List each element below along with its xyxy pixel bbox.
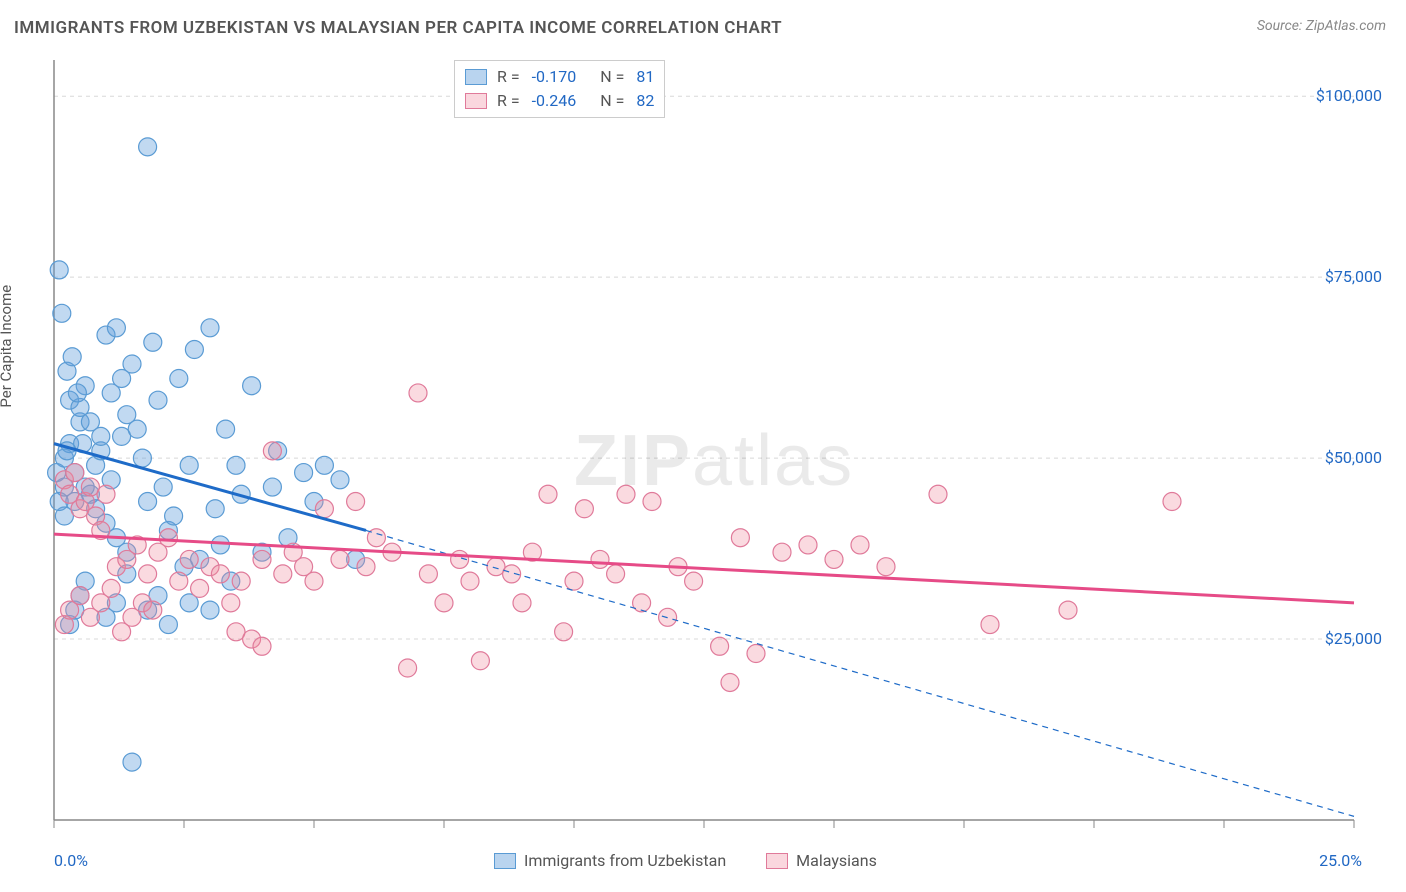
y-tick-label: $50,000 (1325, 448, 1382, 467)
correlation-legend: R = -0.170 N = 81 R = -0.246 N = 82 (454, 60, 665, 118)
n-label: N = (600, 65, 624, 89)
scatter-chart (14, 50, 1392, 870)
n-value-malaysians: 82 (636, 89, 654, 113)
y-axis-label: Per Capita Income (0, 285, 15, 408)
x-max-label: 25.0% (1319, 851, 1362, 870)
swatch-pink (465, 93, 487, 109)
y-tick-label: $100,000 (1316, 86, 1382, 105)
swatch-blue (494, 853, 516, 869)
legend-row-malaysians: R = -0.246 N = 82 (465, 89, 654, 113)
n-label: N = (600, 89, 624, 113)
legend-item-uzbekistan: Immigrants from Uzbekistan (494, 851, 726, 870)
y-tick-label: $25,000 (1325, 629, 1382, 648)
series-legend: Immigrants from Uzbekistan Malaysians (494, 851, 877, 870)
r-label: R = (497, 65, 520, 89)
legend-label: Immigrants from Uzbekistan (524, 851, 726, 870)
legend-row-uzbekistan: R = -0.170 N = 81 (465, 65, 654, 89)
source-label: Source: ZipAtlas.com (1257, 18, 1386, 34)
legend-item-malaysians: Malaysians (766, 851, 877, 870)
x-min-label: 0.0% (54, 851, 88, 870)
r-label: R = (497, 89, 520, 113)
r-value-uzbekistan: -0.170 (532, 65, 577, 89)
legend-label: Malaysians (796, 851, 877, 870)
swatch-pink (766, 853, 788, 869)
n-value-uzbekistan: 81 (636, 65, 654, 89)
swatch-blue (465, 69, 487, 85)
y-tick-label: $75,000 (1325, 267, 1382, 286)
chart-container: Per Capita Income ZIPatlas R = -0.170 N … (14, 50, 1392, 870)
chart-title: IMMIGRANTS FROM UZBEKISTAN VS MALAYSIAN … (14, 18, 782, 38)
r-value-malaysians: -0.246 (532, 89, 577, 113)
